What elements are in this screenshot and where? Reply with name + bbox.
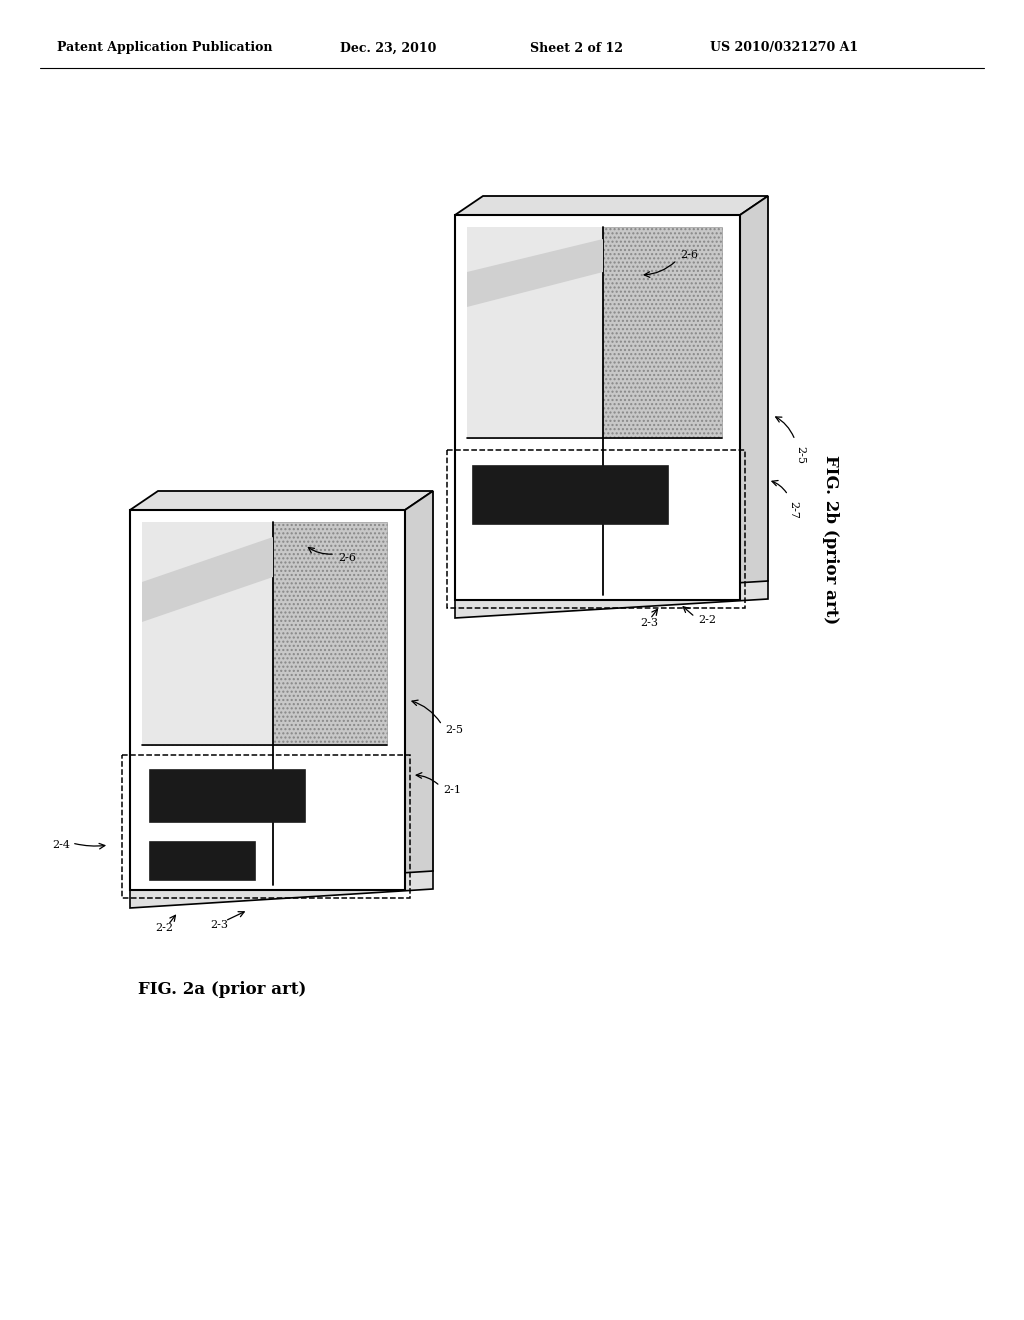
- Polygon shape: [455, 195, 768, 215]
- Polygon shape: [455, 581, 768, 618]
- Text: 2-1: 2-1: [443, 785, 461, 795]
- Polygon shape: [740, 195, 768, 601]
- Text: 2-2: 2-2: [155, 923, 173, 933]
- Polygon shape: [150, 842, 255, 880]
- Polygon shape: [130, 871, 433, 908]
- Text: 2-4: 2-4: [52, 840, 70, 850]
- Polygon shape: [467, 239, 603, 308]
- Bar: [447, 450, 745, 609]
- Polygon shape: [406, 491, 433, 890]
- Text: Sheet 2 of 12: Sheet 2 of 12: [530, 41, 623, 54]
- Polygon shape: [473, 466, 668, 524]
- Polygon shape: [130, 491, 433, 510]
- Text: FIG. 2a (prior art): FIG. 2a (prior art): [138, 982, 306, 998]
- Text: US 2010/0321270 A1: US 2010/0321270 A1: [710, 41, 858, 54]
- Text: 2-2: 2-2: [698, 615, 716, 624]
- Polygon shape: [130, 510, 406, 890]
- Text: Patent Application Publication: Patent Application Publication: [57, 41, 272, 54]
- Polygon shape: [467, 227, 722, 438]
- Text: FIG. 2b (prior art): FIG. 2b (prior art): [821, 455, 839, 624]
- Text: 2-3: 2-3: [210, 920, 228, 931]
- Polygon shape: [142, 521, 387, 744]
- Polygon shape: [455, 215, 740, 601]
- Polygon shape: [150, 770, 305, 822]
- Text: 2-7: 2-7: [788, 502, 798, 519]
- Text: 2-3: 2-3: [640, 618, 658, 628]
- Polygon shape: [467, 227, 603, 438]
- Text: 2-5: 2-5: [795, 446, 805, 465]
- Bar: [122, 755, 410, 898]
- Text: Dec. 23, 2010: Dec. 23, 2010: [340, 41, 436, 54]
- Polygon shape: [142, 537, 273, 622]
- Text: 2-5: 2-5: [445, 725, 463, 735]
- Polygon shape: [142, 521, 273, 744]
- Text: 2-6: 2-6: [338, 553, 356, 564]
- Text: 2-6: 2-6: [680, 249, 698, 260]
